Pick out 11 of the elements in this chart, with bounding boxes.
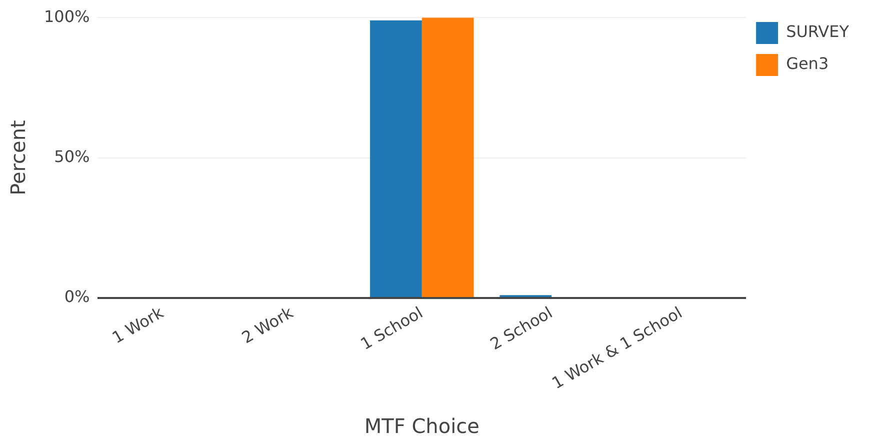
x-axis-title: MTF Choice [364,414,480,438]
y-tick-label: 0% [64,287,90,306]
x-tick-label: 2 Work [238,302,297,348]
bar [370,20,422,297]
bar [422,18,474,297]
y-tick-label: 100% [44,6,90,26]
y-axis-title: Percent [6,120,30,196]
y-tick-label: 50% [54,146,90,166]
legend-label: SURVEY [786,22,850,42]
legend-label: Gen3 [786,54,829,74]
x-tick-label: 1 Work [108,302,168,348]
